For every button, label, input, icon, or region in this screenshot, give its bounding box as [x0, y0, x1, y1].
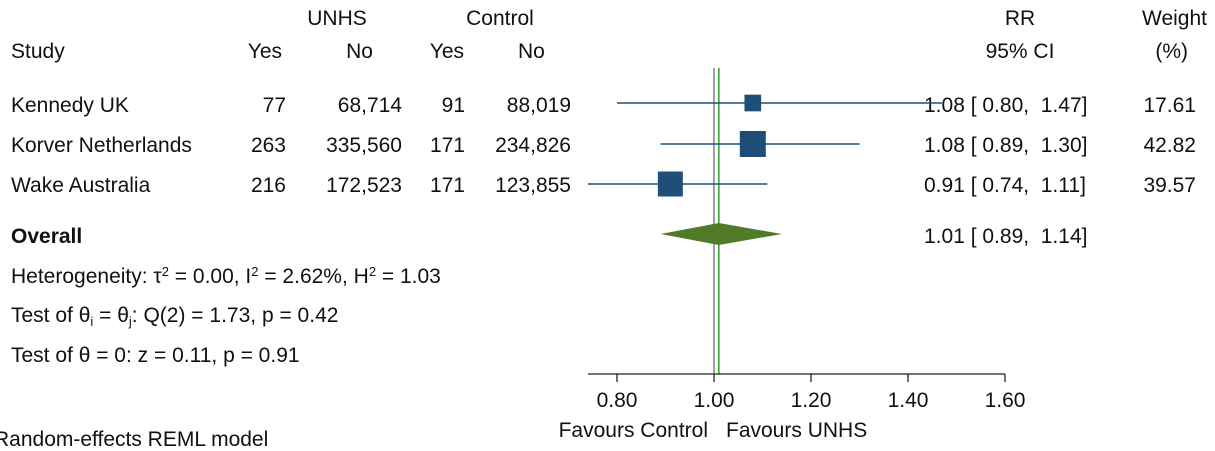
study-ci: 1.08 [ 0.89, 1.30]: [924, 134, 1088, 157]
model-note: Random-effects REML model: [0, 428, 269, 451]
test1-suffix: : Q(2) = 1.73, p = 0.42: [131, 304, 339, 327]
unhs-yes: 77: [262, 94, 286, 117]
study-effect-square: [744, 94, 762, 112]
overall-ci: 1.01 [ 0.89, 1.14]: [924, 225, 1088, 248]
study-name: Korver Netherlands: [11, 134, 192, 157]
x-axis-tick-label: 0.80: [597, 389, 638, 412]
study-ci: 1.08 [ 0.80, 1.47]: [924, 94, 1088, 117]
study-weight: 17.61: [1143, 94, 1196, 117]
control-no: 234,826: [495, 134, 571, 157]
overall-effect-test: Test of θ = 0: z = 0.11, p = 0.91: [11, 344, 300, 367]
heterogeneity-stats: Heterogeneity: τ2 = 0.00, I2 = 2.62%, H2…: [11, 265, 441, 287]
header-study: Study: [11, 40, 65, 63]
control-yes: 91: [441, 94, 465, 117]
h-squared-sup: 2: [368, 264, 377, 279]
test1-prefix: Test of θ: [11, 304, 91, 327]
header-unhs-no: No: [346, 40, 373, 63]
header-weight: Weight: [1142, 7, 1207, 30]
heterogeneity-c: = 1.03: [376, 265, 441, 288]
control-yes: 171: [429, 174, 465, 197]
control-no: 88,019: [506, 94, 571, 117]
tau-squared-sup: 2: [161, 264, 169, 279]
test1-mid: = θ: [93, 304, 129, 327]
x-axis-tick-label: 1.60: [985, 389, 1026, 412]
study-ci: 0.91 [ 0.74, 1.11]: [924, 174, 1086, 197]
header-weight-unit: (%): [1155, 40, 1188, 63]
x-axis-tick-label: 1.00: [694, 389, 735, 412]
sub-j: j: [128, 314, 132, 329]
study-name: Kennedy UK: [11, 94, 129, 117]
unhs-no: 68,714: [337, 94, 402, 117]
heterogeneity-b: = 2.62%, H: [258, 265, 369, 288]
unhs-yes: 263: [250, 134, 286, 157]
header-unhs-yes: Yes: [247, 40, 282, 63]
unhs-yes: 216: [250, 174, 286, 197]
sub-i: i: [90, 314, 94, 329]
control-no: 123,855: [495, 174, 571, 197]
header-control-no: No: [518, 40, 545, 63]
study-weight: 39.57: [1143, 174, 1196, 197]
study-name: Wake Australia: [11, 174, 151, 197]
header-ci: 95% CI: [985, 40, 1055, 63]
control-yes: 171: [429, 134, 465, 157]
heterogeneity-a: = 0.00, I: [168, 265, 252, 288]
header-control-yes: Yes: [429, 40, 464, 63]
overall-label: Overall: [11, 225, 83, 248]
header-rr: RR: [1004, 7, 1036, 30]
x-axis-tick-label: 1.40: [888, 389, 929, 412]
study-effect-square: [739, 131, 766, 157]
i-squared-sup: 2: [251, 264, 259, 279]
homogeneity-test: Test of θi = θj: Q(2) = 1.73, p = 0.42: [11, 305, 338, 328]
favours-left-label: Favours Control: [558, 419, 708, 442]
x-axis-tick-label: 1.20: [791, 389, 832, 412]
header-control: Control: [466, 7, 534, 30]
favours-right-label: Favours UNHS: [726, 419, 868, 442]
unhs-no: 335,560: [326, 134, 402, 157]
header-unhs: UNHS: [307, 7, 367, 30]
study-effect-square: [657, 171, 683, 197]
study-weight: 42.82: [1143, 134, 1196, 157]
overall-diamond: [660, 223, 782, 245]
heterogeneity-prefix: Heterogeneity: τ: [11, 265, 162, 288]
unhs-no: 172,523: [326, 174, 402, 197]
